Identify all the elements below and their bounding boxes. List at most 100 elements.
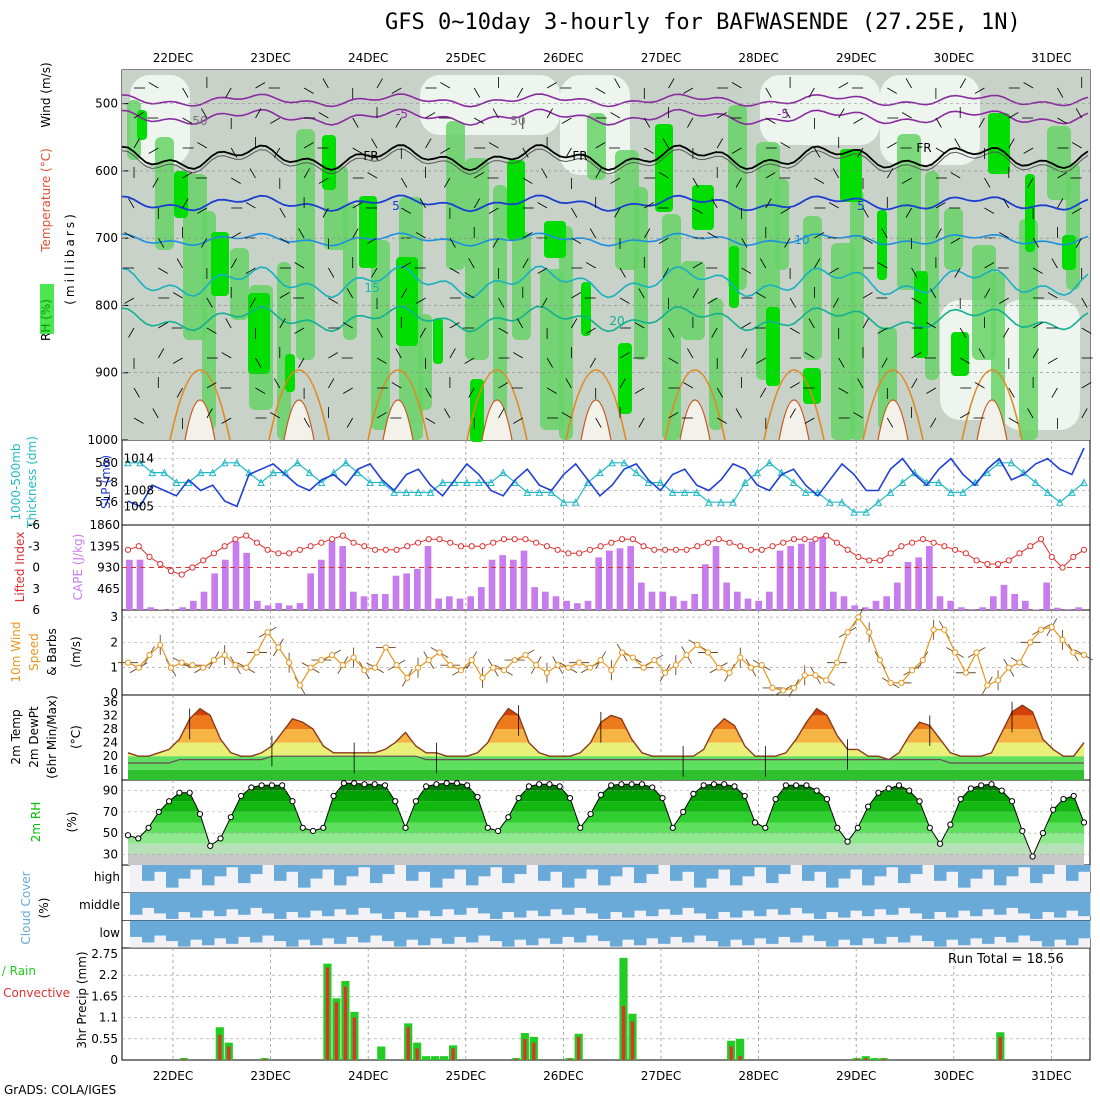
wind-barb xyxy=(546,357,553,368)
wind-barb xyxy=(1057,117,1068,124)
rh-band xyxy=(128,801,1084,812)
wind-barb xyxy=(498,382,509,389)
rh-line-point xyxy=(443,780,450,787)
thickness-line-point xyxy=(959,488,967,496)
rh-line-point xyxy=(762,824,769,831)
rh-line-point xyxy=(978,782,985,789)
wind-barb xyxy=(1032,348,1039,359)
cloud-bar xyxy=(406,892,419,918)
wind-barb xyxy=(342,322,353,329)
wind-barb xyxy=(197,142,208,149)
wind-barb xyxy=(765,87,772,98)
lifted-index-line-point xyxy=(200,557,207,564)
cloud-bar xyxy=(814,892,827,919)
rh-tick: 90 xyxy=(103,784,118,798)
wind-barb xyxy=(255,82,266,89)
wind-barb xyxy=(270,412,281,419)
wind-speed-line-point xyxy=(586,664,593,671)
cloud-bar xyxy=(1066,892,1079,911)
rh-wet-column xyxy=(544,221,566,258)
cape-bar xyxy=(510,559,517,610)
cloud-bar xyxy=(226,920,239,944)
cloud-bar xyxy=(430,892,443,917)
wind-barb xyxy=(1008,112,1019,119)
rh-line-point xyxy=(772,796,779,803)
thickness-line-point xyxy=(148,468,157,477)
wind-barb xyxy=(270,117,281,124)
lifted-index-line-point xyxy=(135,543,142,550)
rh-line-point xyxy=(751,819,759,826)
cloud-bar xyxy=(430,865,443,888)
cloud-bar xyxy=(214,865,227,877)
cape-tick: 930 xyxy=(97,561,120,575)
temp-unit-label: (°C) xyxy=(69,725,83,749)
temp-line xyxy=(127,704,1085,761)
wind-barb xyxy=(172,357,183,364)
wind-barb xyxy=(565,378,572,389)
cape-bar xyxy=(947,600,955,610)
thickness-line-point xyxy=(741,478,749,486)
wind-barb xyxy=(832,168,840,179)
lifted-index-line-point xyxy=(866,557,873,564)
wind-speed-line-point xyxy=(135,664,142,671)
wind-barb xyxy=(853,412,864,419)
cloud-bar xyxy=(790,920,803,943)
lifted-index-line-point xyxy=(1037,536,1045,543)
rh-wet-column xyxy=(322,135,336,190)
cloud-bar xyxy=(514,865,527,875)
wind-barb xyxy=(784,237,791,248)
wind-barb xyxy=(468,258,475,269)
cloud-bar xyxy=(466,920,479,943)
lifted-index-line-point xyxy=(296,546,303,553)
precip-tick: 2.2 xyxy=(99,968,118,982)
thickness-line-point xyxy=(571,498,580,506)
wind-barb xyxy=(716,138,724,149)
lifted-index-line-point xyxy=(844,546,851,553)
temperature-axis-label: Temperature (°C) xyxy=(39,148,53,253)
wind-barb xyxy=(707,232,718,239)
rh-green-column xyxy=(1047,126,1071,200)
rh-line-point xyxy=(587,810,594,818)
thickness-line-point xyxy=(789,478,798,486)
cape-bar xyxy=(787,546,795,610)
wind-barb xyxy=(249,297,256,308)
wind-barb xyxy=(571,318,578,329)
rh-green-column xyxy=(991,272,1005,440)
wind-barb xyxy=(784,108,791,119)
lifted-index-line-point xyxy=(651,546,658,553)
wind-barb xyxy=(853,117,864,124)
wind-barb xyxy=(346,417,354,428)
rh-green-column xyxy=(634,187,648,360)
rh-green-column xyxy=(1019,219,1038,440)
cloud-bar xyxy=(802,865,815,881)
cape-bar xyxy=(126,559,133,610)
cloud-bar xyxy=(442,865,455,879)
orange-contour-inner xyxy=(481,399,513,441)
rh-green-column xyxy=(512,232,531,340)
cape-bar xyxy=(520,550,528,610)
lifted-index-line-point xyxy=(952,546,959,553)
rh-tick: 30 xyxy=(103,847,118,861)
cloud-bar xyxy=(322,920,335,939)
wind-barb xyxy=(473,117,484,124)
cloud-bar xyxy=(1006,920,1019,943)
wind-barb xyxy=(838,357,845,368)
cloud-bar xyxy=(130,892,143,915)
rh-line-point xyxy=(423,783,430,790)
rh-line-point xyxy=(1060,796,1067,803)
wind-barb xyxy=(133,417,144,424)
wind-speed-line-point xyxy=(554,662,561,669)
cloud-bar xyxy=(574,865,587,879)
wind-barb xyxy=(473,198,481,209)
wind-tick: 0 xyxy=(110,686,118,700)
lifted-index-line-point xyxy=(640,543,647,550)
cape-bar xyxy=(563,600,571,610)
wind-barb xyxy=(877,327,888,334)
rh-line-point xyxy=(988,781,995,788)
date-label-top: 24DEC xyxy=(348,51,388,65)
convective-bar xyxy=(406,1027,410,1060)
wind-barb xyxy=(901,177,912,184)
temp-tick: 16 xyxy=(103,763,118,777)
lifted-index-line-point xyxy=(189,564,196,571)
